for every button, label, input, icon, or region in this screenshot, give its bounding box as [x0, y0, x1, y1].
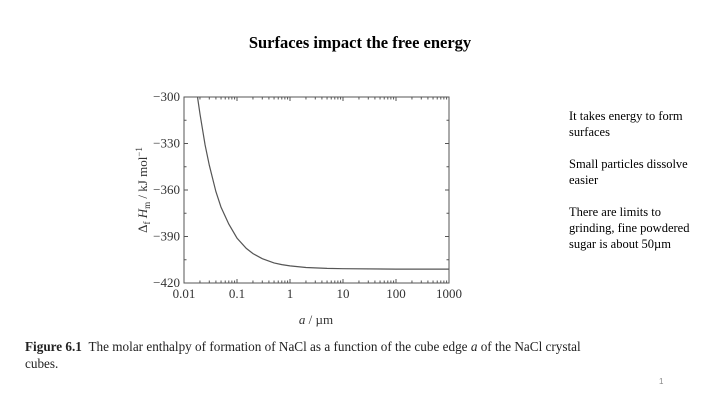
y-tick-label: −300	[153, 89, 180, 104]
plot-frame	[183, 96, 450, 284]
slide-notes: It takes energy to form surfaces Small p…	[569, 108, 699, 268]
x-tick-label: 1	[287, 286, 294, 301]
page-number: 1	[659, 377, 664, 386]
caption-text-2: of the NaCl crystal cubes.	[25, 339, 581, 371]
note-item: It takes energy to form surfaces	[569, 109, 683, 139]
x-axis-label: a / µm	[299, 312, 333, 327]
x-tick-label: 10	[337, 286, 350, 301]
series-line-nacl	[196, 96, 449, 270]
y-tick-label: −330	[153, 136, 180, 151]
caption-variable: a	[470, 339, 478, 354]
x-tick-labels: 0.01 0.1 1 10 100 1000	[173, 286, 462, 301]
slide-title: Surfaces impact the free energy	[248, 33, 472, 52]
note-item: Small particles dissolve easier	[569, 157, 688, 187]
caption-text-1: The molar enthalpy of formation of NaCl …	[88, 339, 471, 354]
caption-label: Figure 6.1	[25, 339, 82, 354]
note-item: There are limits to grinding, fine powde…	[569, 205, 690, 251]
x-tick-label: 0.01	[173, 286, 196, 301]
y-axis-label: Δf Hm / kJ mol−1	[134, 147, 152, 233]
figure-caption: Figure 6.1 The molar enthalpy of formati…	[25, 338, 585, 372]
x-tick-label: 0.1	[229, 286, 245, 301]
y-tick-labels: −300 −330 −360 −390 −420	[153, 89, 180, 290]
y-tick-label: −360	[153, 182, 180, 197]
x-tick-label: 1000	[436, 286, 462, 301]
y-tick-label: −420	[153, 275, 180, 290]
axis-ticks	[183, 96, 450, 284]
y-tick-label: −390	[153, 229, 180, 244]
x-tick-label: 100	[386, 286, 406, 301]
